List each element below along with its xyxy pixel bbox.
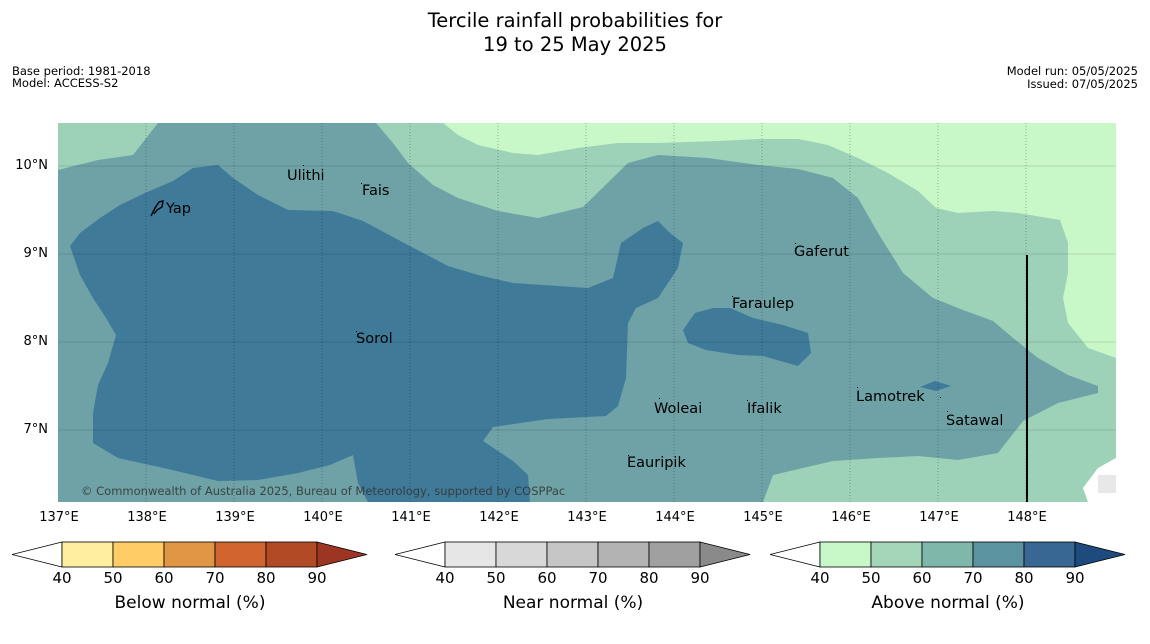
lat-label: 9°N xyxy=(23,246,49,261)
title-line-2: 19 to 25 May 2025 xyxy=(483,33,667,56)
colorbar-tick-label: 60 xyxy=(912,569,932,587)
colorbar-tick-label: 40 xyxy=(52,569,72,587)
legend-title-above-normal: Above normal (%) xyxy=(871,593,1025,613)
colorbar-segment xyxy=(972,541,1025,568)
lat-label: 8°N xyxy=(23,334,49,349)
colorbar-segment xyxy=(163,541,216,568)
model-name: Model: ACCESS-S2 xyxy=(12,76,119,90)
colorbar-tick-label: 90 xyxy=(307,569,327,587)
lon-label: 143°E xyxy=(567,510,607,525)
lon-label: 142°E xyxy=(479,510,519,525)
lat-label: 7°N xyxy=(23,422,49,437)
lon-label: 144°E xyxy=(655,510,695,525)
colorbar-tick-label: 40 xyxy=(810,569,830,587)
colorbar-segment xyxy=(444,541,497,568)
lon-label: 146°E xyxy=(831,510,871,525)
colorbar-tick-label: 70 xyxy=(588,569,608,587)
colorbar-segment xyxy=(495,541,548,568)
lon-label: 145°E xyxy=(743,510,783,525)
colorbar-tick-label: 60 xyxy=(537,569,557,587)
colorbar-segment xyxy=(214,541,267,568)
place-label: Woleai xyxy=(654,401,702,417)
colorbar-extend-low xyxy=(395,541,446,568)
colorbar-tick-label: 80 xyxy=(639,569,659,587)
place-label: Eauripik xyxy=(627,455,686,471)
place-label: Fais xyxy=(362,183,389,199)
rainfall-probability-map: Ulithi Fais Yap Gaferut Faraulep Sorol L… xyxy=(58,123,1116,502)
map-gridlines xyxy=(145,123,1027,502)
place-label: Sorol xyxy=(356,331,393,347)
lon-label: 138°E xyxy=(127,510,167,525)
colorbar-extend-low xyxy=(770,541,821,568)
lon-label: 137°E xyxy=(39,510,79,525)
colorbar-segment xyxy=(648,541,701,568)
lon-label: 141°E xyxy=(391,510,431,525)
place-label: Gaferut xyxy=(794,244,849,260)
lat-label: 10°N xyxy=(15,158,48,173)
issued-date: Issued: 07/05/2025 xyxy=(1027,77,1138,91)
colorbar-segment xyxy=(597,541,650,568)
colorbar-segment xyxy=(61,541,114,568)
colorbar-tick-label: 70 xyxy=(963,569,983,587)
colorbar-below-normal xyxy=(12,541,368,568)
colorbar-extend-high xyxy=(1074,541,1126,568)
colorbar-tick-label: 90 xyxy=(1065,569,1085,587)
lon-label: 140°E xyxy=(303,510,343,525)
base-period: Base period: 1981-2018 xyxy=(12,64,151,78)
colorbar-tick-label: 50 xyxy=(861,569,881,587)
yap-island xyxy=(150,200,164,217)
map-copyright: © Commonwealth of Australia 2025, Bureau… xyxy=(81,484,565,498)
colorbar-tick-label: 70 xyxy=(205,569,225,587)
colorbar-tick-label: 90 xyxy=(690,569,710,587)
colorbar-segment xyxy=(819,541,872,568)
place-label: Ulithi xyxy=(287,168,325,184)
map-band-above-80-90-patch xyxy=(920,381,951,391)
legend-title-below-normal: Below normal (%) xyxy=(114,593,266,613)
place-label: Faraulep xyxy=(732,296,794,312)
map-band-above-80-90-blob xyxy=(683,308,811,366)
colorbar-extend-high xyxy=(699,541,751,568)
colorbar-segment xyxy=(265,541,318,568)
legend-title-near-normal: Near normal (%) xyxy=(502,593,644,613)
place-label: Yap xyxy=(165,201,191,217)
lon-label: 148°E xyxy=(1007,510,1047,525)
colorbar-tick-label: 40 xyxy=(435,569,455,587)
colorbar-tick-label: 50 xyxy=(103,569,123,587)
colorbar-segment xyxy=(112,541,165,568)
colorbar-segment xyxy=(870,541,923,568)
place-label: Ifalik xyxy=(747,401,782,417)
colorbar-tick-label: 50 xyxy=(486,569,506,587)
lon-label: 139°E xyxy=(215,510,255,525)
title-line-1: Tercile rainfall probabilities for xyxy=(427,9,723,32)
map-band-above-80-90-main xyxy=(70,165,683,502)
colorbar-segment xyxy=(921,541,974,568)
colorbar-tick-label: 80 xyxy=(1014,569,1034,587)
place-label: Lamotrek xyxy=(856,389,925,405)
colorbar-extend-low xyxy=(12,541,63,568)
lon-label: 147°E xyxy=(919,510,959,525)
colorbar-above-normal xyxy=(770,541,1126,568)
colorbar-near-normal xyxy=(395,541,751,568)
place-label: Satawal xyxy=(946,413,1003,429)
model-run: Model run: 05/05/2025 xyxy=(1006,64,1138,78)
colorbar-tick-label: 60 xyxy=(154,569,174,587)
colorbar-segment xyxy=(546,541,599,568)
colorbar-segment xyxy=(1023,541,1076,568)
colorbar-tick-label: 80 xyxy=(256,569,276,587)
colorbar-extend-high xyxy=(316,541,368,568)
